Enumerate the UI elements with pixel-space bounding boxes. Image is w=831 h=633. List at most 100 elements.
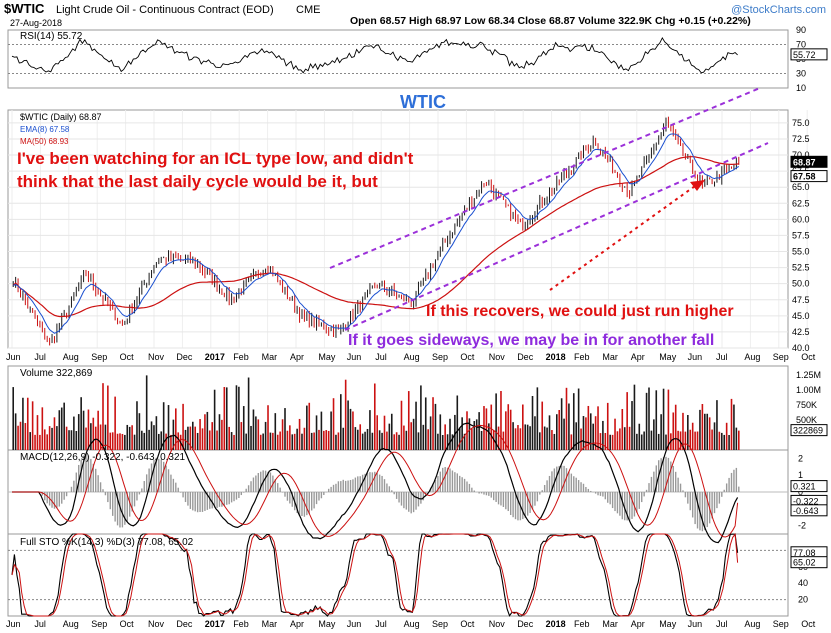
x-tick-label: 2017 (205, 352, 225, 362)
y-tick-label: 75.0 (792, 118, 810, 128)
volume-legend: Volume 322,869 (20, 368, 93, 379)
x-tick-label: Aug (404, 352, 420, 362)
macd-badge (790, 504, 828, 517)
sto-badge-label: 77.08 (793, 548, 816, 558)
x-tick-label: Dec (176, 619, 193, 629)
price-badge (790, 170, 828, 183)
x-tick-label: Jul (716, 619, 728, 629)
macd-tick-label: 1 (798, 470, 803, 480)
x-tick-label: May (318, 352, 336, 362)
note-line-1: I've been watching for an ICL type low, … (17, 149, 414, 168)
volume-tick-label: 1.25M (796, 370, 821, 380)
x-tick-label: Nov (489, 352, 506, 362)
x-tick-label: Aug (744, 619, 760, 629)
ema8-line (12, 133, 740, 334)
price-badge (790, 155, 828, 168)
x-tick-label: Jul (375, 352, 387, 362)
x-tick-label: Oct (120, 619, 135, 629)
description: Light Crude Oil - Continuous Contract (E… (56, 4, 274, 16)
x-tick-label: Jun (347, 619, 362, 629)
x-tick-label: Jul (34, 352, 46, 362)
x-tick-label: Jun (688, 619, 703, 629)
chart-header: $WTIC Light Crude Oil - Continuous Contr… (4, 1, 826, 28)
volume-tick-label: 1.00M (796, 385, 821, 395)
rsi-tick-label: 30 (796, 69, 806, 79)
y-tick-label: 52.5 (792, 263, 810, 273)
x-tick-label: Oct (801, 352, 816, 362)
x-tick-label: May (659, 352, 677, 362)
x-tick-label: Oct (120, 352, 135, 362)
macd-badge-label: -0.322 (793, 496, 819, 506)
x-tick-label: 2018 (546, 619, 566, 629)
x-tick-label: Feb (233, 352, 249, 362)
x-tick-label: Jul (716, 352, 728, 362)
axis-labels: Jun Jun Jul Jul Aug Aug Sep Sep Oct Oct Nov Nov Dec D… (6, 25, 828, 629)
x-tick-label: Nov (489, 619, 506, 629)
sto-tick-label: 40 (798, 578, 808, 588)
x-tick-label: Mar (602, 352, 618, 362)
x-tick-label: Jun (688, 352, 703, 362)
macd-tick-label: 2 (798, 453, 803, 463)
rsi-badge (790, 48, 828, 61)
y-tick-label: 65.0 (792, 182, 810, 192)
red-arrow-line (549, 185, 696, 291)
ema-legend: EMA(8) 67.58 (20, 125, 70, 134)
y-tick-label: 40.0 (792, 343, 810, 353)
x-tick-label: Sep (773, 352, 789, 362)
note-line-2: think that the last daily cycle would be… (17, 172, 378, 191)
price-series (12, 116, 740, 346)
x-tick-label: Feb (574, 352, 590, 362)
channel-upper-line (329, 87, 761, 269)
sideways-note: If it goes sideways, we may be in for an… (348, 332, 714, 349)
macd-line (12, 422, 739, 544)
symbol: $WTIC (4, 1, 45, 16)
volume-badge-label: 322869 (793, 426, 823, 436)
macd-tick-label: -2 (798, 521, 806, 531)
rsi-panel (7, 29, 789, 89)
sto-tick-label: 20 (798, 595, 808, 605)
y-tick-label: 70.0 (792, 150, 810, 160)
x-tick-label: Nov (148, 619, 165, 629)
x-tick-label: Jun (347, 352, 362, 362)
recover-note: If this recovers, we could just run high… (426, 303, 734, 320)
x-tick-label: 2018 (546, 352, 566, 362)
y-tick-label: 47.5 (792, 295, 810, 305)
x-tick-label: Aug (744, 352, 760, 362)
x-tick-label: Jun (6, 352, 21, 362)
rsi-badge-label: 55.72 (793, 50, 816, 60)
x-tick-label: Mar (602, 619, 618, 629)
x-tick-label: Mar (262, 619, 278, 629)
sto-panel (7, 533, 789, 617)
red-arrow-head (690, 180, 705, 191)
sto-legend: Full STO %K(14,3) %D(3) 77.08, 65.02 (20, 537, 194, 548)
price-legend-series: $WTIC (Daily) 68.87 (20, 112, 102, 122)
y-tick-label: 62.5 (792, 198, 810, 208)
x-tick-label: Jul (375, 619, 387, 629)
x-tick-label: Feb (574, 619, 590, 629)
rsi-series (11, 36, 738, 74)
gridlines (8, 44, 808, 601)
y-tick-label: 50.0 (792, 279, 810, 289)
x-tick-label: Nov (148, 352, 165, 362)
volume-series (12, 375, 740, 450)
ma50-line (12, 156, 739, 318)
x-tick-label: Sep (91, 352, 107, 362)
price-badge-label: 68.87 (793, 157, 816, 167)
macd-badge-label: -0.643 (793, 506, 819, 516)
ma50-legend: MA(50) 68.93 (20, 137, 69, 146)
wtic-label: WTIC (400, 92, 446, 112)
x-tick-label: Sep (432, 352, 448, 362)
x-tick-label: Sep (91, 619, 107, 629)
x-tick-label: Oct (460, 352, 475, 362)
macd-series (12, 422, 740, 544)
y-tick-label: 45.0 (792, 311, 810, 321)
x-tick-label: Jun (6, 619, 21, 629)
sto-badge (790, 556, 828, 569)
chart-date: 27-Aug-2018 (10, 18, 62, 28)
volume-tick-label: 500K (796, 415, 817, 425)
stockcharts-watermark: @StockCharts.com (731, 4, 826, 16)
y-tick-label: 55.0 (792, 247, 810, 257)
x-tick-label: Aug (63, 619, 79, 629)
x-tick-label: Apr (631, 352, 645, 362)
rsi-tick-label: 10 (796, 83, 806, 93)
